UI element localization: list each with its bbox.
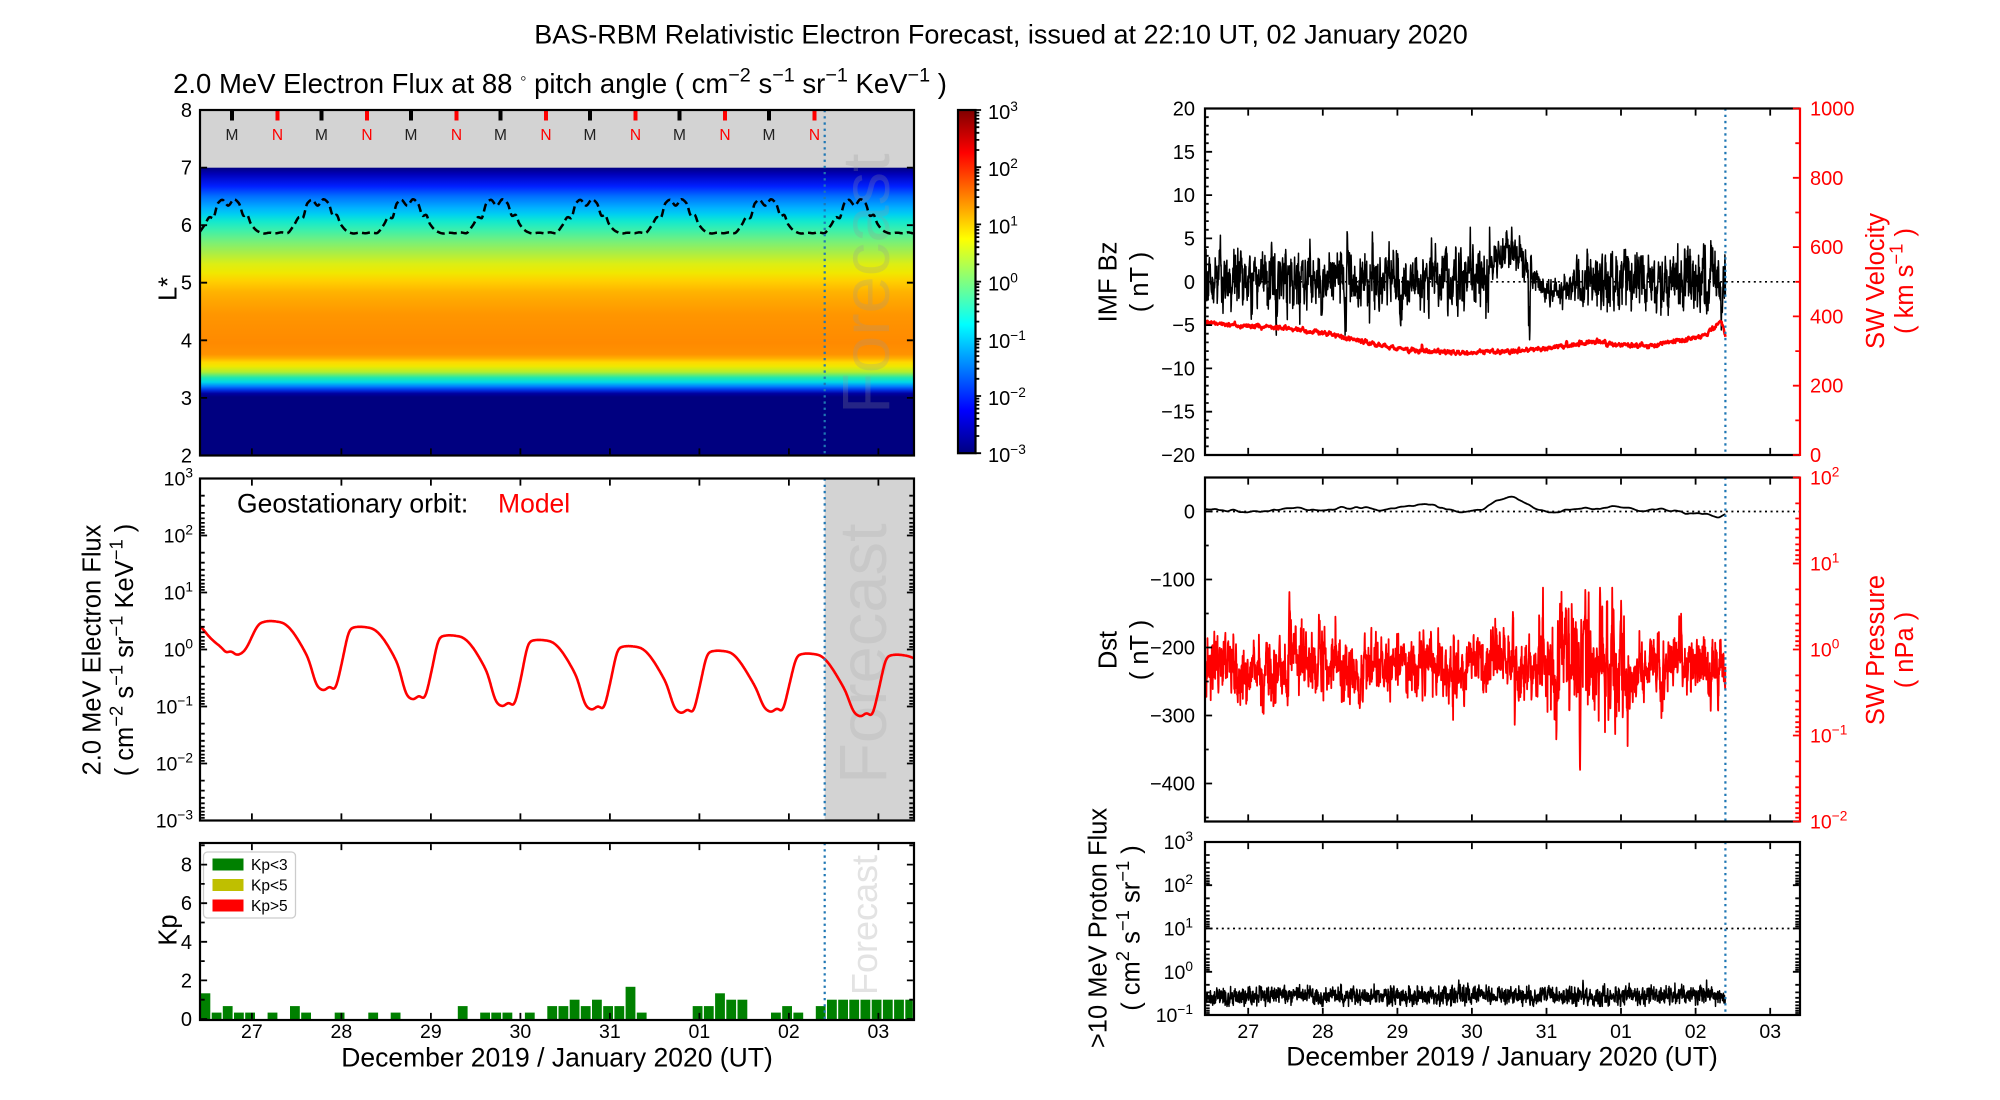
svg-text:Model: Model	[498, 489, 570, 519]
svg-text:−300: −300	[1150, 706, 1195, 728]
svg-text:100: 100	[1164, 959, 1194, 984]
svg-text:6: 6	[181, 215, 192, 237]
svg-text:102: 102	[988, 156, 1018, 181]
svg-text:4: 4	[181, 330, 192, 352]
svg-text:M: M	[763, 127, 776, 144]
svg-text:10: 10	[1173, 185, 1195, 207]
svg-text:101: 101	[1810, 551, 1839, 576]
svg-text:Dst: Dst	[1095, 631, 1123, 669]
svg-text:−5: −5	[1172, 315, 1195, 337]
svg-text:10−3: 10−3	[988, 442, 1026, 467]
svg-text:01: 01	[1610, 1021, 1632, 1043]
svg-text:M: M	[584, 127, 597, 144]
svg-text:29: 29	[1387, 1021, 1409, 1043]
svg-text:30: 30	[1461, 1021, 1483, 1043]
svg-text:20: 20	[1173, 99, 1195, 121]
svg-text:28: 28	[331, 1021, 353, 1043]
svg-text:200: 200	[1810, 376, 1843, 398]
svg-text:−400: −400	[1150, 774, 1195, 796]
svg-text:−100: −100	[1150, 570, 1195, 592]
svg-text:0: 0	[1184, 272, 1195, 294]
svg-text:10−3: 10−3	[156, 807, 194, 832]
svg-text:800: 800	[1810, 168, 1843, 190]
svg-text:Kp: Kp	[155, 914, 183, 945]
svg-text:SW Pressure: SW Pressure	[1862, 575, 1890, 725]
svg-text:( nT ): ( nT )	[1126, 252, 1154, 312]
svg-text:28: 28	[1312, 1021, 1334, 1043]
svg-text:3: 3	[181, 388, 192, 410]
svg-text:600: 600	[1810, 237, 1843, 259]
svg-text:02: 02	[778, 1021, 800, 1043]
svg-text:2.0 MeV Electron Flux: 2.0 MeV Electron Flux	[79, 524, 107, 775]
svg-text:4: 4	[181, 932, 192, 954]
svg-text:( cm−2 s−1 sr−1 KeV−1 ): ( cm−2 s−1 sr−1 KeV−1 )	[105, 524, 139, 777]
svg-text:7: 7	[181, 158, 192, 180]
svg-text:M: M	[494, 127, 507, 144]
svg-text:M: M	[315, 127, 328, 144]
svg-text:15: 15	[1173, 142, 1195, 164]
svg-text:N: N	[451, 127, 462, 144]
svg-text:8: 8	[181, 100, 192, 122]
svg-text:M: M	[226, 127, 239, 144]
svg-text:27: 27	[1237, 1021, 1259, 1043]
svg-text:27: 27	[241, 1021, 263, 1043]
svg-text:2: 2	[181, 970, 192, 992]
svg-text:2: 2	[181, 446, 192, 468]
svg-text:M: M	[673, 127, 686, 144]
svg-text:Kp>5: Kp>5	[251, 898, 288, 915]
svg-text:December 2019 / January 2020 (: December 2019 / January 2020 (UT)	[1286, 1042, 1718, 1072]
svg-text:( km s−1 ): ( km s−1 )	[1885, 228, 1919, 334]
svg-text:−200: −200	[1150, 638, 1195, 660]
svg-text:N: N	[809, 127, 820, 144]
svg-text:8: 8	[181, 855, 192, 877]
svg-text:0: 0	[181, 1009, 192, 1031]
svg-text:L*: L*	[155, 277, 183, 301]
svg-text:31: 31	[599, 1021, 621, 1043]
svg-text:Kp<3: Kp<3	[251, 857, 288, 874]
svg-text:>10 MeV Proton Flux: >10 MeV Proton Flux	[1085, 808, 1113, 1048]
svg-text:−15: −15	[1161, 402, 1195, 424]
svg-text:( nPa ): ( nPa )	[1891, 612, 1919, 689]
svg-text:2.0 MeV Electron Flux at 88 ◦: 2.0 MeV Electron Flux at 88 ◦ pitch angl…	[173, 65, 947, 100]
svg-text:0: 0	[1810, 445, 1821, 467]
svg-text:0: 0	[1184, 502, 1195, 524]
svg-text:5: 5	[181, 273, 192, 295]
svg-text:31: 31	[1536, 1021, 1558, 1043]
svg-text:N: N	[719, 127, 730, 144]
svg-text:01: 01	[689, 1021, 711, 1043]
svg-text:−10: −10	[1161, 358, 1195, 380]
svg-text:1000: 1000	[1810, 99, 1855, 121]
svg-text:03: 03	[868, 1021, 890, 1043]
svg-text:10−1: 10−1	[988, 328, 1026, 353]
svg-text:400: 400	[1810, 306, 1843, 328]
svg-text:N: N	[630, 127, 641, 144]
svg-text:Forecast: Forecast	[829, 153, 904, 414]
svg-text:IMF Bz: IMF Bz	[1095, 242, 1123, 323]
svg-text:N: N	[272, 127, 283, 144]
svg-text:M: M	[405, 127, 418, 144]
svg-text:5: 5	[1184, 228, 1195, 250]
svg-text:03: 03	[1759, 1021, 1781, 1043]
svg-text:N: N	[361, 127, 372, 144]
svg-text:Forecast: Forecast	[844, 855, 885, 995]
svg-text:30: 30	[510, 1021, 532, 1043]
svg-text:N: N	[540, 127, 551, 144]
svg-text:( nT ): ( nT )	[1126, 620, 1154, 680]
svg-text:−20: −20	[1161, 445, 1195, 467]
svg-text:6: 6	[181, 893, 192, 915]
svg-text:Forecast: Forecast	[826, 523, 901, 784]
svg-text:December 2019 / January 2020 (: December 2019 / January 2020 (UT)	[341, 1043, 773, 1073]
svg-text:29: 29	[420, 1021, 442, 1043]
svg-text:BAS-RBM Relativistic Electron: BAS-RBM Relativistic Electron Forecast, …	[534, 20, 1467, 50]
svg-text:10−2: 10−2	[1810, 809, 1847, 834]
svg-text:Geostationary orbit:: Geostationary orbit:	[237, 489, 468, 519]
svg-text:02: 02	[1685, 1021, 1707, 1043]
svg-text:SW Velocity: SW Velocity	[1862, 213, 1890, 349]
svg-text:Kp<5: Kp<5	[251, 878, 288, 895]
